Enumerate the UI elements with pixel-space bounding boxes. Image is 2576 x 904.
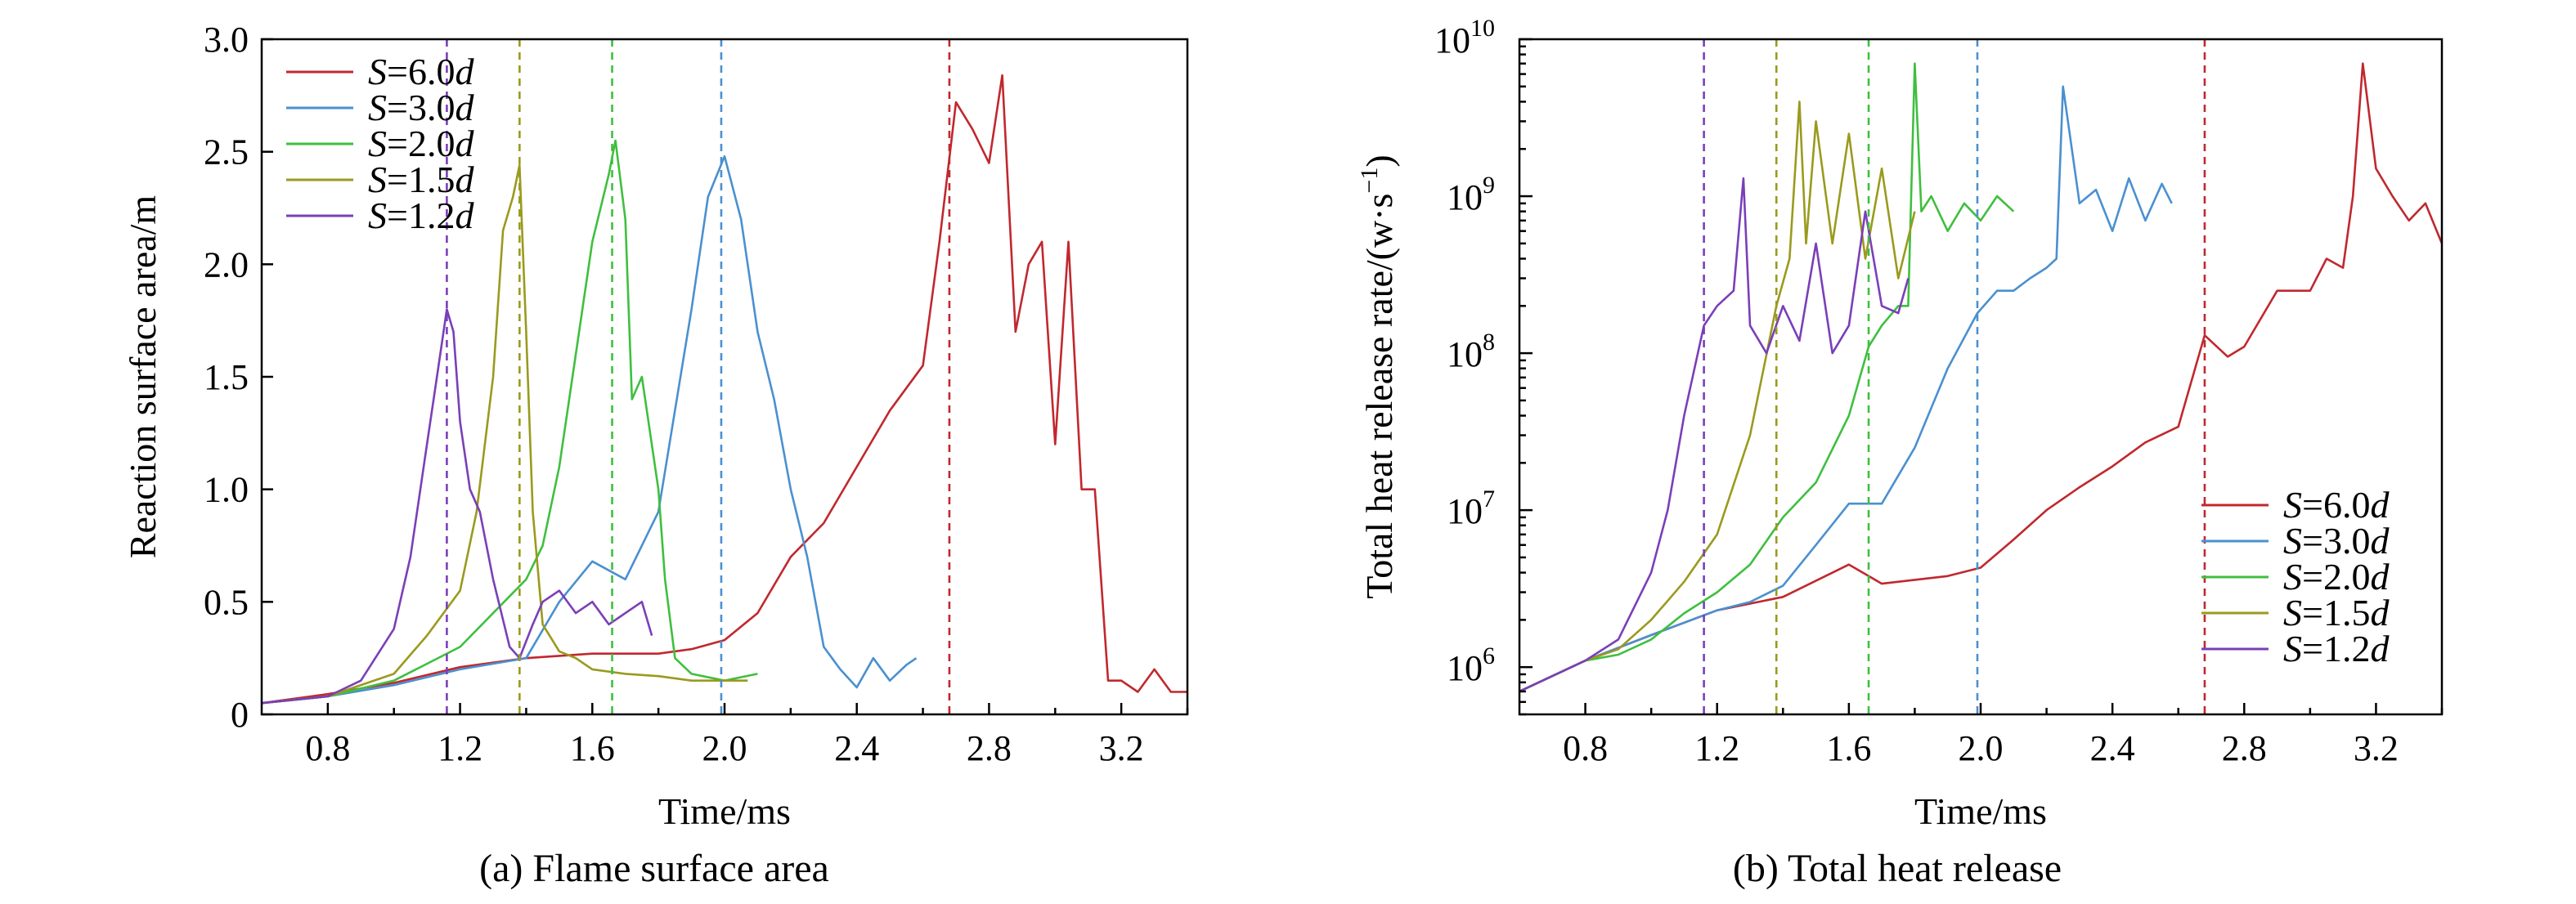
legend-label: S=2.0d (368, 123, 474, 164)
x-axis-title: Time/ms (658, 790, 791, 832)
legend-label: S=2.0d (2283, 556, 2390, 597)
legend-label: S=1.5d (368, 159, 474, 200)
x-axis-ticks: 0.8 1.2 1.6 2.0 2.4 2.8 3.2 (1563, 703, 2444, 768)
series-line-2 (261, 154, 918, 705)
y-tick-label: 3.0 (204, 20, 249, 60)
y-tick-label: 0 (231, 695, 249, 735)
x-tick-label: 3.2 (1099, 728, 1144, 768)
legend-label: S=1.2d (2283, 628, 2390, 669)
x-tick-label: 2.4 (2090, 728, 2135, 768)
x-tick-label: 2.0 (702, 728, 747, 768)
panel-flame-surface-area: 0.8 1.2 1.6 2.0 2.4 2.8 3.2 0 0.5 1.0 1.5 2.0 2.5 3.… (122, 20, 1189, 890)
legend-label: S=3.0d (2283, 520, 2390, 562)
caption: (b) Total heat release (1733, 847, 2062, 890)
series-line-2 (1519, 85, 2173, 693)
x-tick-label: 2.4 (834, 728, 879, 768)
marker-lines (1703, 39, 2206, 714)
series-line-1 (1519, 62, 2444, 693)
x-axis-ticks: 0.8 1.2 1.6 2.0 2.4 2.8 3.2 (305, 703, 1189, 768)
x-tick-label: 1.2 (438, 728, 482, 768)
series-line-4 (1519, 101, 1916, 693)
x-tick-label: 0.8 (305, 728, 350, 768)
y-tick-label: 2.5 (204, 132, 249, 172)
series-group (1519, 62, 2444, 693)
y-tick-label: 1010 (1434, 15, 1495, 60)
x-tick-label: 1.6 (1826, 728, 1871, 768)
series-line-1 (261, 74, 1187, 705)
series-line-3 (261, 139, 758, 705)
y-tick-label: 0.5 (204, 582, 249, 622)
x-tick-label: 2.0 (1959, 728, 2004, 768)
x-tick-label: 1.6 (570, 728, 615, 768)
y-tick-label: 1.5 (204, 357, 249, 397)
legend-label: S=6.0d (2283, 484, 2390, 526)
x-tick-label: 0.8 (1563, 728, 1608, 768)
series-line-5 (261, 308, 653, 705)
y-tick-label: 108 (1447, 329, 1495, 374)
x-tick-label: 2.8 (967, 728, 1012, 768)
legend-label: S=1.5d (2283, 592, 2390, 633)
y-tick-label: 106 (1447, 642, 1495, 688)
y-axis-title: Reaction surface area/m (122, 195, 164, 559)
x-axis-title: Time/ms (1914, 790, 2047, 832)
y-tick-label: 109 (1447, 172, 1495, 217)
legend-label: S=1.2d (368, 195, 474, 236)
y-axis-title: Total heat release rate/(w·s−1) (1356, 154, 1400, 598)
series-line-5 (1519, 177, 1910, 693)
caption: (a) Flame surface area (479, 847, 829, 890)
marker-lines (446, 39, 951, 714)
y-tick-label: 2.0 (204, 244, 249, 284)
y-axis-ticks: 106 107 108 109 1010 (1434, 15, 1533, 716)
y-axis-ticks: 0 0.5 1.0 1.5 2.0 2.5 3.0 (204, 20, 273, 735)
y-tick-label: 1.0 (204, 470, 249, 510)
series-line-4 (261, 163, 748, 705)
legend-label: S=6.0d (368, 51, 474, 92)
y-tick-label: 107 (1447, 486, 1495, 531)
x-tick-label: 3.2 (2354, 728, 2399, 768)
legend: S=6.0dS=3.0dS=2.0dS=1.5dS=1.2d (2201, 484, 2390, 669)
x-tick-label: 1.2 (1694, 728, 1739, 768)
legend: S=6.0dS=3.0dS=2.0dS=1.5dS=1.2d (286, 51, 474, 236)
x-tick-label: 2.8 (2222, 728, 2267, 768)
series-line-3 (1519, 62, 2015, 693)
panel-total-heat-release: 0.8 1.2 1.6 2.0 2.4 2.8 3.2 106 107 108 109 1010 T… (1356, 15, 2444, 890)
legend-label: S=3.0d (368, 87, 474, 128)
